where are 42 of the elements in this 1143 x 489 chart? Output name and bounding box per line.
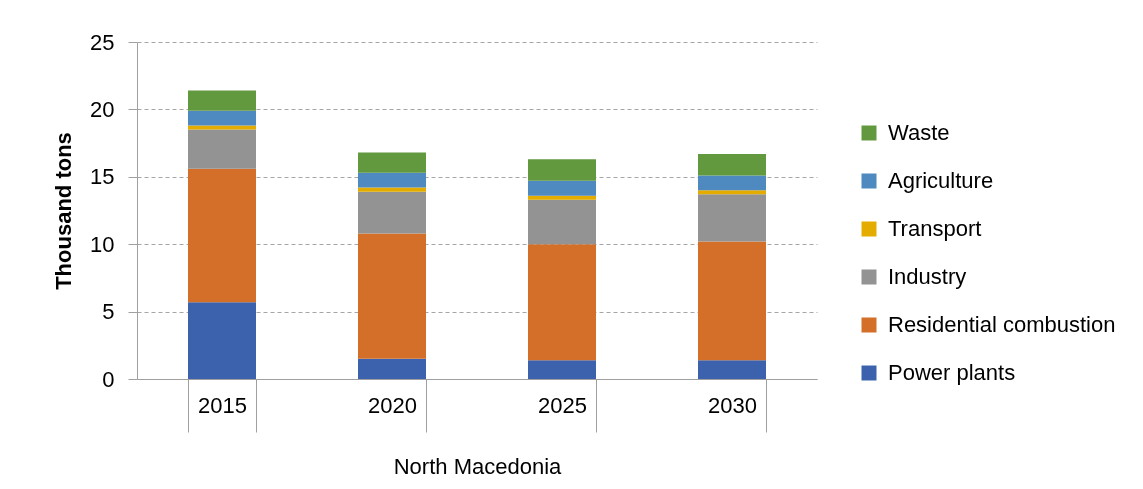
bar bbox=[698, 194, 766, 242]
bar bbox=[698, 175, 766, 191]
legend-label: Power plants bbox=[888, 360, 1016, 385]
x-axis-title: North Macedonia bbox=[393, 453, 563, 479]
y-tick-label: 5 bbox=[102, 299, 115, 325]
legend-label: Residential combustion bbox=[888, 312, 1116, 337]
x-tick-label: 2025 bbox=[538, 392, 587, 418]
bar bbox=[528, 360, 596, 379]
bar bbox=[358, 187, 426, 192]
bar bbox=[528, 180, 596, 196]
x-tick-label: 2020 bbox=[368, 392, 417, 418]
bar bbox=[358, 152, 426, 173]
bar bbox=[188, 168, 256, 303]
bar bbox=[188, 90, 256, 111]
bar bbox=[188, 125, 256, 130]
bar bbox=[188, 129, 256, 169]
bar bbox=[698, 153, 766, 176]
x-tick-label: 2015 bbox=[198, 392, 247, 418]
y-tick-label: 20 bbox=[90, 96, 115, 122]
bar bbox=[358, 172, 426, 188]
bar bbox=[528, 244, 596, 361]
bar bbox=[698, 190, 766, 195]
y-tick-label: 25 bbox=[90, 29, 115, 55]
legend-label: Waste bbox=[888, 120, 950, 145]
bar bbox=[528, 159, 596, 181]
y-tick-label: 0 bbox=[102, 366, 115, 392]
bar bbox=[358, 233, 426, 359]
legend-label: Transport bbox=[888, 216, 982, 241]
bar bbox=[188, 110, 256, 126]
bar bbox=[528, 199, 596, 245]
bar bbox=[358, 358, 426, 379]
bar bbox=[188, 302, 256, 379]
bar bbox=[698, 360, 766, 379]
y-axis-title: Thousand tons bbox=[51, 132, 77, 290]
bar bbox=[358, 191, 426, 234]
bar bbox=[528, 195, 596, 200]
x-tick-label: 2030 bbox=[708, 392, 757, 418]
bar bbox=[698, 241, 766, 361]
y-tick-label: 15 bbox=[90, 164, 115, 190]
y-tick-label: 10 bbox=[90, 231, 115, 257]
legend-label: Agriculture bbox=[888, 168, 994, 193]
legend-label: Industry bbox=[888, 264, 967, 289]
